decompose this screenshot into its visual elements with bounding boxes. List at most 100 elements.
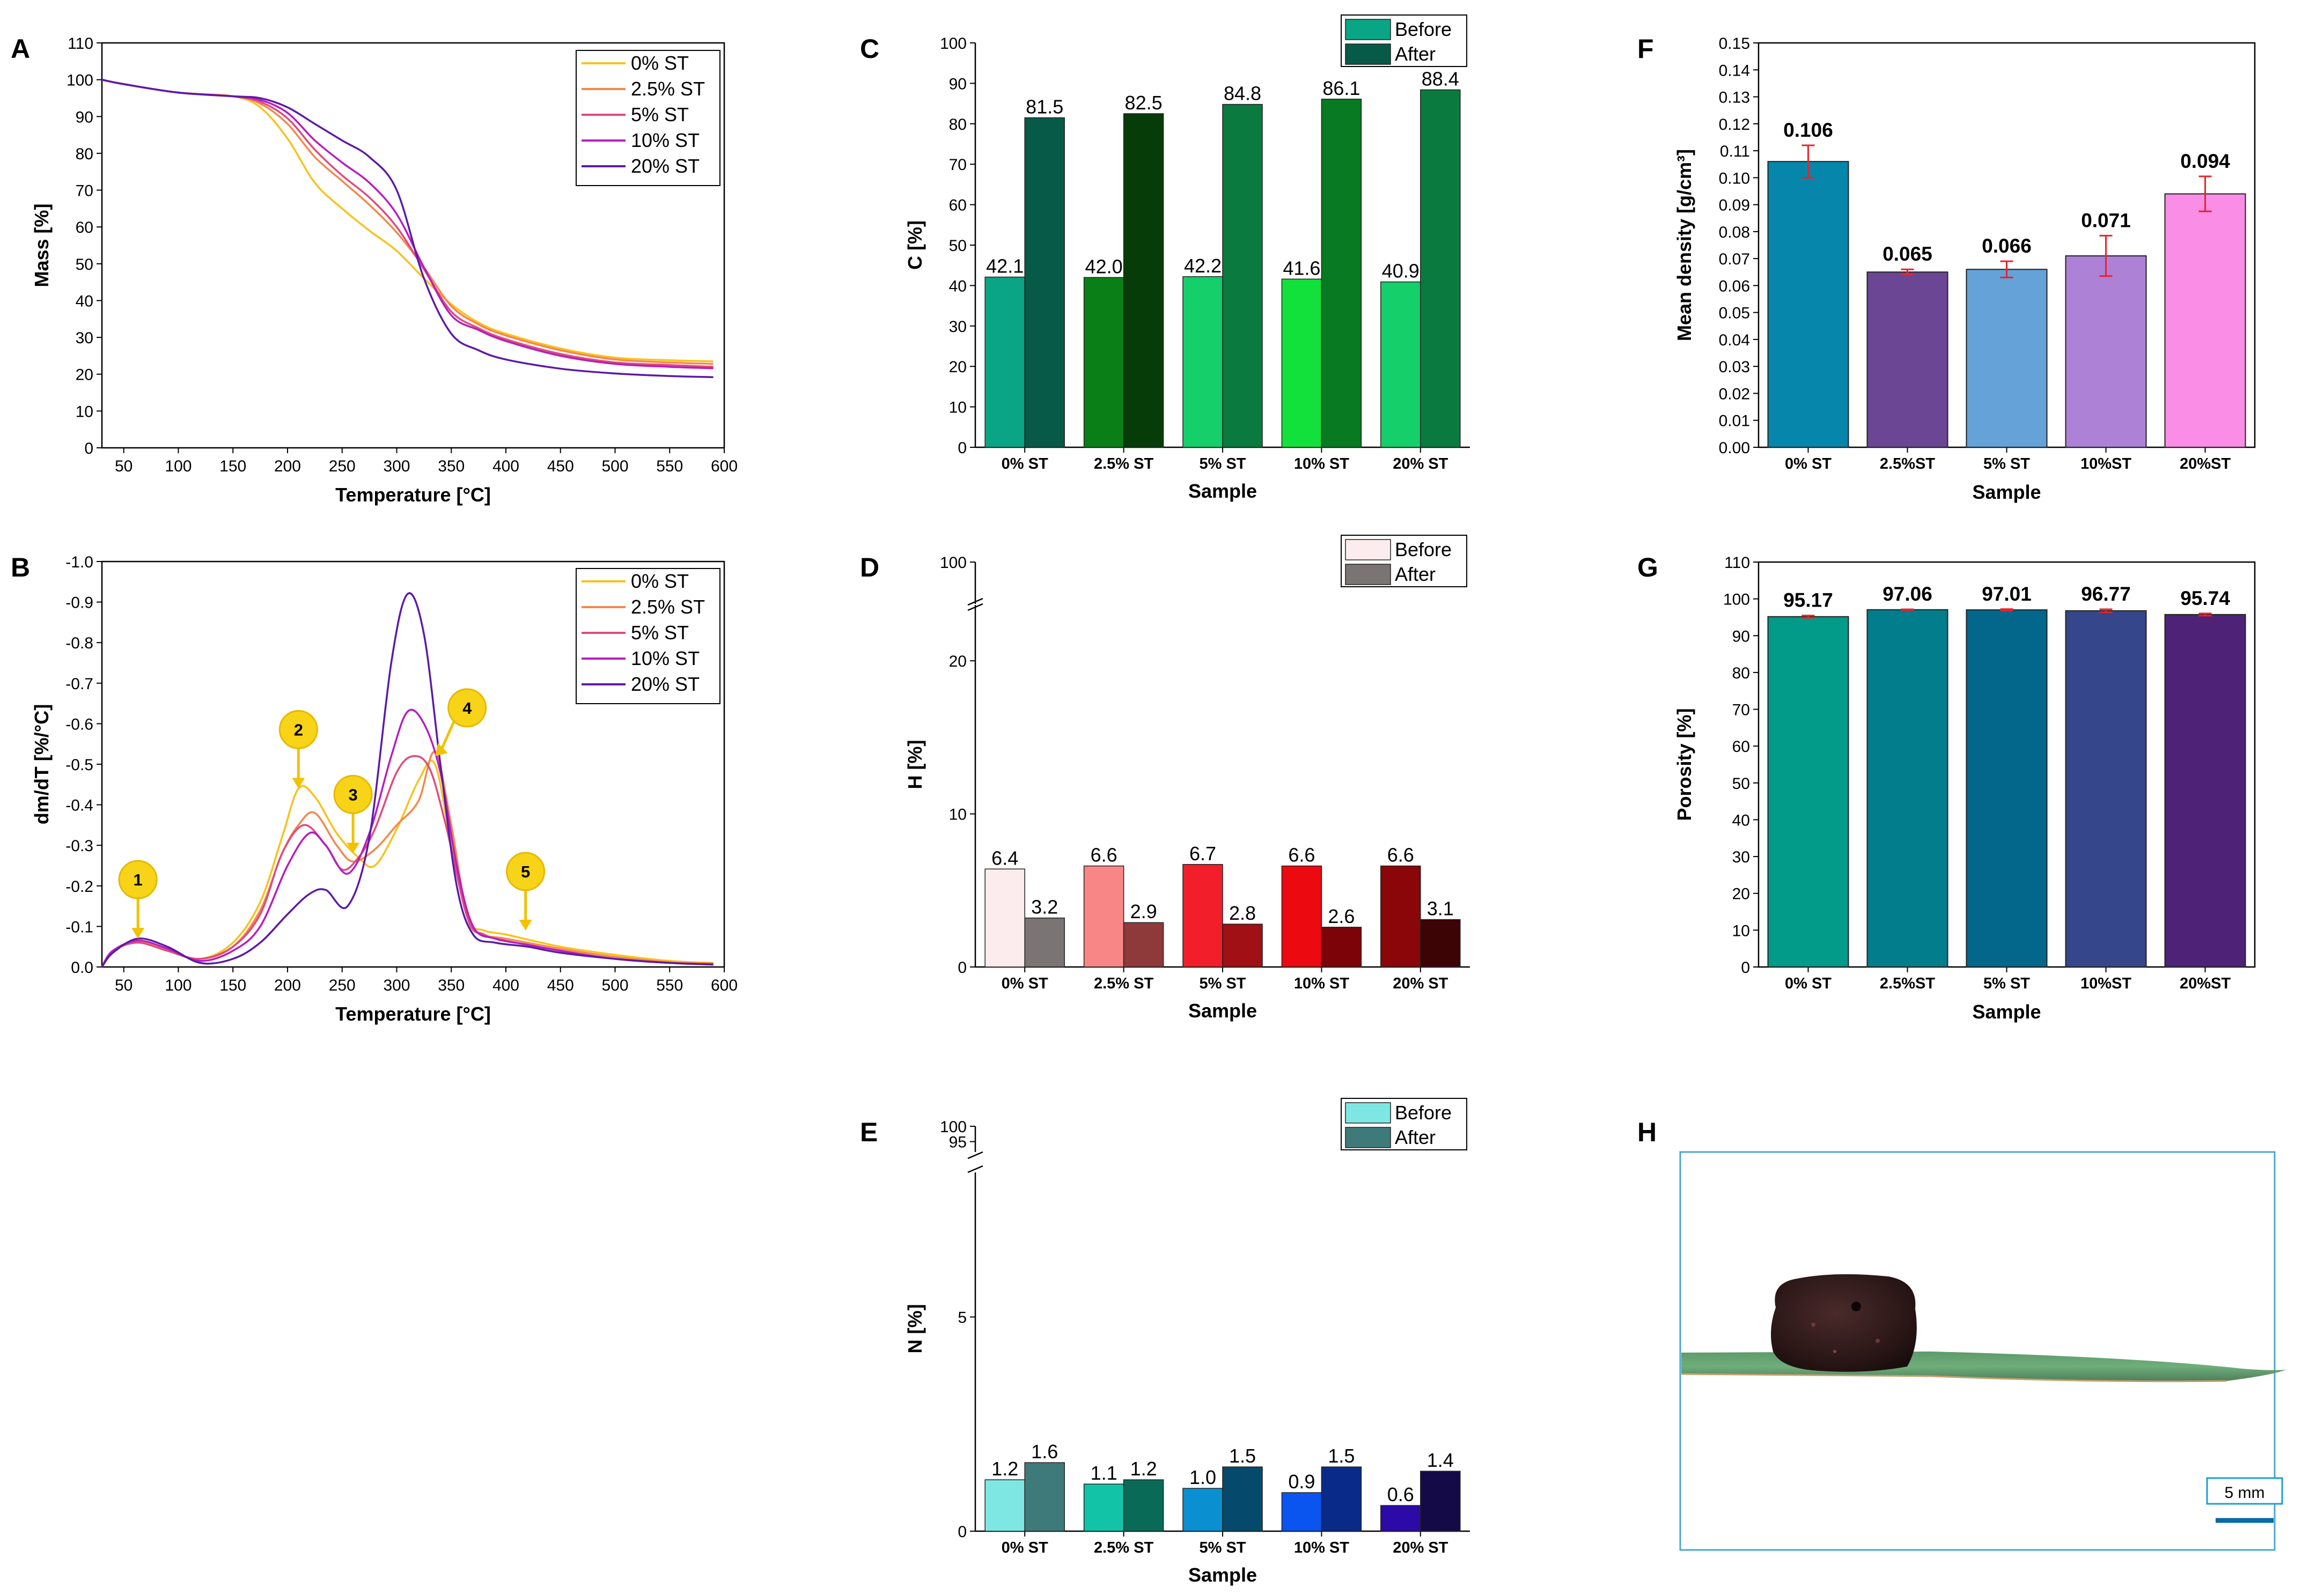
y-tick-label: 0.12 — [1719, 116, 1750, 134]
y-tick-label: 80 — [1732, 664, 1750, 682]
panel-label-a: A — [11, 34, 30, 64]
x-tick-label: 500 — [601, 977, 628, 994]
data-label: 41.6 — [1283, 257, 1320, 279]
y-tick-label: -0.7 — [65, 675, 93, 693]
chart-a-mass: 50 100 150 200 250 300 350 400 450 500 550 600 0 10 20… — [31, 35, 738, 506]
bar-before — [1084, 1484, 1124, 1531]
x-tick-label: 20% ST — [1393, 1539, 1448, 1556]
bar-after — [1025, 117, 1064, 447]
x-tick-label: 250 — [329, 457, 356, 475]
annotation-2: 2 — [280, 711, 317, 788]
photo-panel-h: 5 mm — [1680, 1152, 2286, 1550]
data-label: 3.2 — [1031, 896, 1058, 918]
chart-f-density: 0.00 0.01 0.02 0.03 0.04 0.05 0.06 0.07 0.08 0.09… — [1673, 35, 2255, 503]
y-tick-label: 0 — [958, 1523, 967, 1541]
panel-label-c: C — [860, 34, 879, 64]
legend-label: After — [1395, 1126, 1436, 1148]
y-tick-label: 0.14 — [1719, 62, 1750, 79]
x-tick-label: 450 — [547, 977, 574, 994]
bar-after — [1321, 99, 1361, 447]
data-label: 97.01 — [1982, 583, 2032, 605]
bar-before — [985, 277, 1025, 447]
y-tick-label: -0.3 — [65, 837, 93, 855]
x-tick-label: 250 — [329, 977, 356, 994]
bar — [1967, 610, 2047, 967]
y-axis-label: Porosity [%] — [1673, 708, 1695, 821]
y-tick-label: -0.2 — [65, 878, 93, 896]
data-label: 6.4 — [991, 847, 1018, 869]
y-tick-label: 20 — [949, 358, 967, 376]
bar-after — [1223, 1467, 1262, 1531]
y-tick-label: 30 — [1732, 848, 1750, 866]
x-tick-label: 0% ST — [1002, 455, 1048, 472]
annotation-arrowhead — [519, 920, 532, 931]
x-tick-label: 10% ST — [1294, 1539, 1349, 1556]
y-tick-label: 50 — [76, 256, 93, 274]
data-label: 82.5 — [1125, 92, 1163, 114]
bar-after — [1421, 1471, 1460, 1531]
y-tick-label: 50 — [1732, 775, 1750, 793]
pellet-speck — [1833, 1350, 1836, 1353]
data-label: 1.2 — [991, 1458, 1018, 1480]
data-label: 1.4 — [1427, 1449, 1454, 1471]
data-label: 6.6 — [1387, 844, 1414, 866]
y-tick-label: 110 — [68, 35, 93, 53]
x-tick-label: 20%ST — [2180, 975, 2231, 992]
x-tick-label: 300 — [383, 457, 410, 475]
data-label: 6.7 — [1189, 843, 1216, 865]
y-tick-label: 100 — [940, 35, 967, 53]
y-tick-label: 20 — [949, 653, 967, 670]
data-label: 1.6 — [1031, 1441, 1058, 1463]
data-label: 1.5 — [1229, 1445, 1256, 1467]
x-tick-label: 20% ST — [1393, 455, 1448, 472]
x-axis-label: Temperature [°C] — [335, 1003, 491, 1025]
data-label: 0.9 — [1288, 1471, 1315, 1493]
bar — [2066, 611, 2146, 967]
legend-label: 0% ST — [631, 570, 689, 592]
x-tick-label: 20%ST — [2180, 455, 2231, 472]
figure: A B C D E F G H 50 100 150 200 250 300 350 400 4… — [0, 0, 2324, 1595]
series-line-5ST — [102, 756, 714, 967]
y-tick-label: 0.13 — [1719, 89, 1750, 107]
y-tick-label: 0.04 — [1719, 331, 1750, 349]
x-axis-label: Sample — [1188, 480, 1257, 502]
y-tick-label: 10 — [949, 399, 967, 417]
annotation-label: 2 — [294, 720, 303, 739]
axis-break-mark — [968, 1152, 983, 1158]
data-label: 6.6 — [1091, 844, 1117, 866]
legend-label: After — [1395, 43, 1436, 65]
y-tick-label: 5 — [958, 1309, 967, 1327]
bar-after — [1025, 1463, 1064, 1531]
data-label: 0.065 — [1882, 243, 1932, 265]
annotation-label: 5 — [521, 862, 530, 881]
bar-before — [1381, 1505, 1421, 1531]
panel-label-f: F — [1637, 34, 1654, 64]
y-axis-label: H [%] — [904, 740, 926, 789]
x-tick-label: 50 — [115, 457, 133, 475]
x-tick-label: 600 — [711, 457, 738, 475]
legend-label: Before — [1395, 538, 1452, 560]
y-tick-label: 0 — [1741, 959, 1750, 977]
y-tick-label: 0.00 — [1719, 439, 1750, 457]
chart-b-dtg: 50 100 150 200 250 300 350 400 450 500 550 6000.0-0… — [31, 553, 738, 1025]
chart-g-porosity: 01020304050607080901001100% ST95.172.5%S… — [1673, 554, 2255, 1023]
x-tick-label: 10%ST — [2080, 975, 2131, 992]
series-line-0ST — [102, 760, 714, 967]
y-tick-label: 40 — [1732, 811, 1750, 829]
x-tick-label: 2.5% ST — [1094, 975, 1153, 992]
y-tick-label: 60 — [1732, 738, 1750, 756]
series-line-10ST — [102, 710, 714, 967]
x-tick-label: 200 — [274, 977, 301, 994]
x-tick-label: 2.5%ST — [1880, 975, 1935, 992]
y-tick-label: 0.06 — [1719, 277, 1750, 295]
x-axis-label: Sample — [1972, 481, 2041, 503]
bar-before — [985, 869, 1025, 967]
y-tick-label: 70 — [949, 156, 967, 174]
annotation-4: 4 — [435, 689, 486, 756]
scale-bar-label: 5 mm — [2225, 1484, 2265, 1502]
bar — [1967, 269, 2047, 447]
data-label: 1.2 — [1130, 1458, 1157, 1480]
annotation-arrowhead — [131, 928, 144, 939]
x-tick-label: 300 — [383, 977, 410, 994]
x-tick-label: 350 — [438, 977, 465, 994]
